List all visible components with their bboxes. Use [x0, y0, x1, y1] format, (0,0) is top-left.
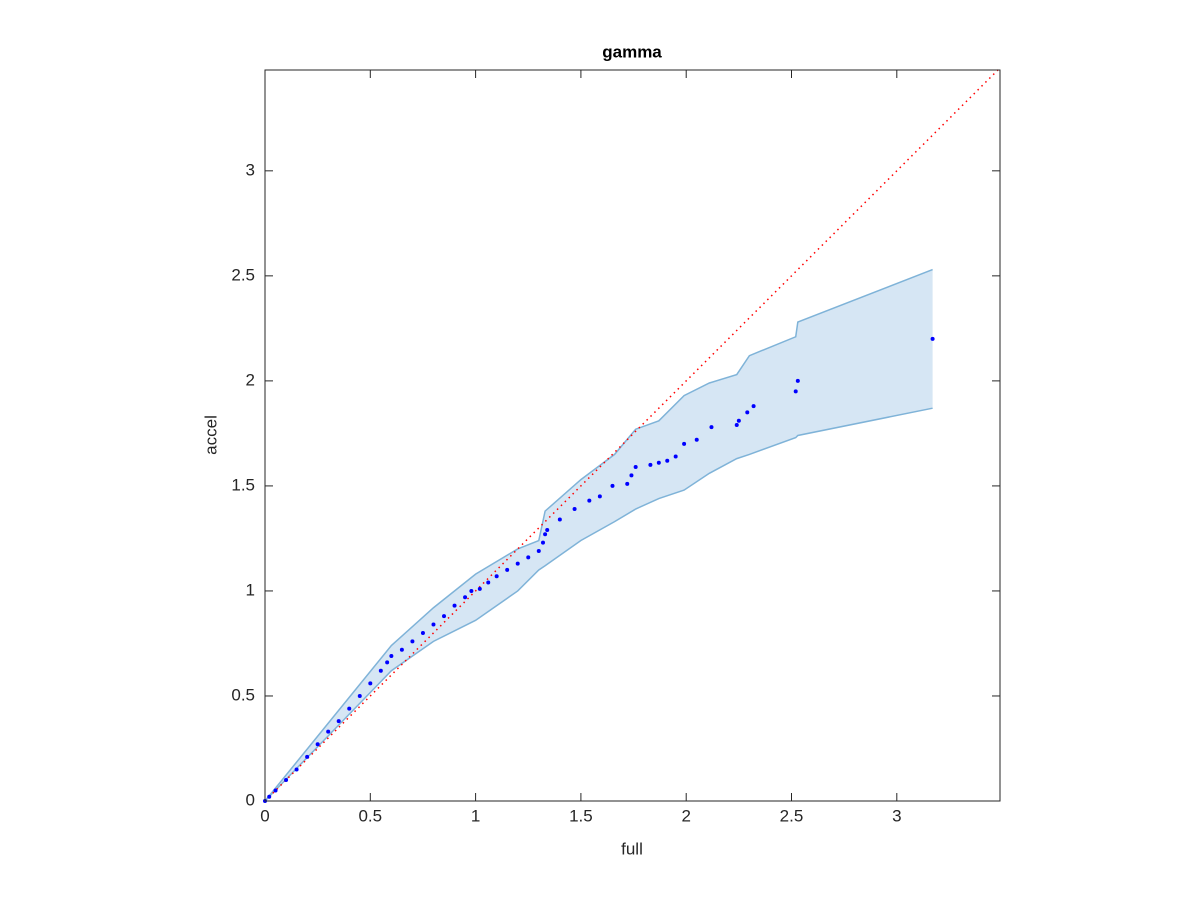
data-point [587, 498, 592, 503]
data-point [469, 588, 474, 593]
y-axis-label: accel [201, 415, 220, 455]
y-tick-label: 1.5 [231, 475, 255, 494]
data-point [545, 528, 550, 533]
y-tick-label: 0 [246, 790, 255, 809]
data-point [633, 465, 638, 470]
data-point [930, 336, 935, 341]
chart-title: gamma [602, 42, 662, 61]
y-tick-label: 1 [246, 580, 255, 599]
axes-box [264, 69, 1001, 802]
x-tick-label: 2 [681, 806, 690, 825]
data-point [540, 540, 545, 545]
data-point [284, 777, 289, 782]
confidence-band [265, 269, 933, 801]
data-point [656, 460, 661, 465]
data-point [494, 574, 499, 579]
x-axis-label: full [621, 839, 643, 858]
data-point [399, 647, 404, 652]
data-point [515, 561, 520, 566]
data-point [442, 614, 447, 619]
data-point [273, 788, 278, 793]
data-point [315, 742, 320, 747]
data-point [557, 517, 562, 522]
data-point [357, 693, 362, 698]
data-point [378, 668, 383, 673]
data-point [486, 580, 491, 585]
data-point [694, 437, 699, 442]
data-point [385, 660, 390, 665]
data-point [463, 595, 468, 600]
data-point [745, 410, 750, 415]
data-point [347, 706, 352, 711]
data-point [795, 378, 800, 383]
data-point [267, 794, 272, 799]
data-point [431, 622, 436, 627]
data-point [410, 639, 415, 644]
data-point [452, 603, 457, 608]
data-point [336, 719, 341, 724]
x-tick-label: 0 [260, 806, 269, 825]
data-point [505, 567, 510, 572]
data-point [526, 555, 531, 560]
data-point [305, 754, 310, 759]
data-point [736, 418, 741, 423]
y-tick-label: 3 [246, 160, 255, 179]
band-upper-edge [264, 268, 933, 802]
data-point [682, 441, 687, 446]
data-point [793, 389, 798, 394]
data-point [673, 454, 678, 459]
data-point [543, 532, 548, 537]
x-tick-label: 0.5 [358, 806, 382, 825]
data-point [629, 473, 634, 478]
data-point [420, 630, 425, 635]
data-point [709, 425, 714, 430]
data-point [477, 586, 482, 591]
y-tick-label: 2 [246, 370, 255, 389]
data-point [597, 494, 602, 499]
x-tick-label: 3 [892, 806, 901, 825]
data-point [294, 767, 299, 772]
data-point [326, 729, 331, 734]
x-tick-label: 1.5 [569, 806, 593, 825]
data-point [572, 507, 577, 512]
y-tick-label: 2.5 [231, 265, 255, 284]
data-point [610, 483, 615, 488]
data-point [751, 404, 756, 409]
y-tick-label: 0.5 [231, 685, 255, 704]
data-point [368, 681, 373, 686]
x-tick-label: 2.5 [780, 806, 804, 825]
data-point [665, 458, 670, 463]
data-point [536, 549, 541, 554]
x-tick-label: 1 [471, 806, 480, 825]
data-point [625, 481, 630, 486]
data-point [389, 654, 394, 659]
data-point [734, 422, 739, 427]
data-point [648, 462, 653, 467]
band-lower-edge [264, 407, 933, 802]
